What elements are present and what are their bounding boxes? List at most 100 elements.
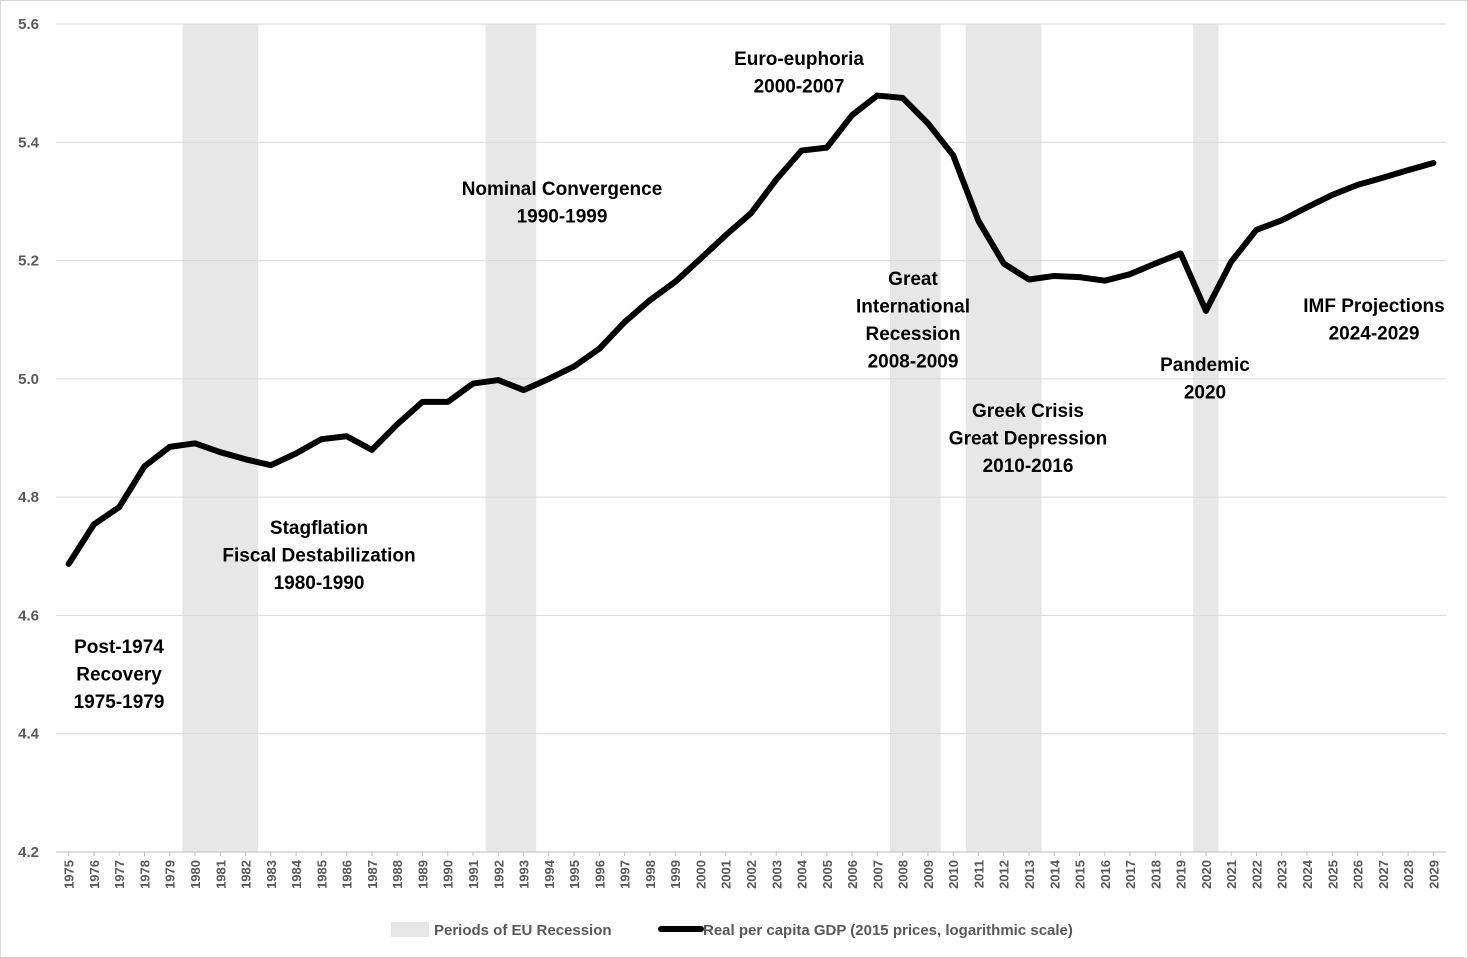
- data-point-2010: [951, 153, 955, 157]
- x-tick-label: 2010: [946, 860, 961, 889]
- annotation-line: Post-1974: [74, 637, 164, 658]
- data-point-2020: [1204, 309, 1208, 313]
- data-point-2012: [1002, 262, 1006, 266]
- annotation-line: International: [856, 297, 970, 318]
- data-point-2029: [1431, 161, 1435, 165]
- annotation-line: 1975-1979: [74, 692, 165, 713]
- x-tick-label: 1995: [567, 860, 582, 889]
- data-point-1979: [168, 445, 172, 449]
- data-point-2025: [1330, 193, 1334, 197]
- x-tick-label: 1975: [62, 860, 77, 889]
- data-point-2000: [698, 257, 702, 261]
- data-point-2001: [724, 233, 728, 237]
- annotations: Post-1974 Recovery 1975-1979 Stagflation Fis…: [74, 49, 1445, 713]
- data-point-2014: [1052, 274, 1056, 278]
- data-point-2002: [749, 211, 753, 215]
- data-point-1978: [142, 464, 146, 468]
- x-tick-label: 1992: [491, 860, 506, 889]
- data-point-2007: [875, 94, 879, 98]
- legend: Periods of EU Recession Real per capita …: [391, 922, 1073, 939]
- annotation-line: 1980-1990: [274, 573, 365, 594]
- gridlines: [56, 23, 1446, 853]
- annotation-line: Great Depression: [949, 429, 1107, 450]
- series-line-gdp: [65, 92, 1437, 567]
- annotation-nominal-convergence: Nominal Convergence 1990-1999: [462, 179, 663, 228]
- x-tick-label: 2014: [1047, 859, 1062, 889]
- x-tick-label: 1998: [643, 860, 658, 889]
- legend-label-recession: Periods of EU Recession: [434, 922, 612, 939]
- data-point-2015: [1078, 275, 1082, 279]
- data-point-1982: [244, 457, 248, 461]
- data-point-1995: [572, 364, 576, 368]
- annotation-pandemic: Pandemic 2020: [1160, 355, 1250, 404]
- data-point-1983: [269, 463, 273, 467]
- annotation-line: Euro-euphoria: [734, 49, 864, 70]
- data-point-1986: [345, 434, 349, 438]
- y-tick-label: 5.4: [18, 134, 40, 151]
- data-point-1998: [648, 298, 652, 302]
- recession-band-1980-1982: [182, 24, 259, 852]
- y-tick-label: 5.6: [18, 16, 39, 33]
- x-tick-label: 1986: [340, 860, 355, 889]
- annotation-line: Recession: [865, 324, 960, 345]
- data-point-2018: [1153, 262, 1157, 266]
- recession-band-2011-2013: [965, 24, 1042, 852]
- annotation-post-1974: Post-1974 Recovery 1975-1979: [74, 637, 165, 713]
- annotation-line: 2008-2009: [868, 352, 959, 373]
- x-tick-label: 1994: [542, 859, 557, 889]
- x-tick-label: 2012: [997, 860, 1012, 889]
- x-tick-label: 2006: [845, 860, 860, 889]
- x-tick-label: 1976: [87, 860, 102, 889]
- data-point-2011: [976, 219, 980, 223]
- data-point-2013: [1027, 277, 1031, 281]
- x-tick-label: 2026: [1351, 860, 1366, 889]
- annotation-line: Great: [888, 269, 938, 290]
- y-tick-label: 4.8: [18, 489, 39, 506]
- data-point-1997: [623, 320, 627, 324]
- data-point-1984: [294, 451, 298, 455]
- x-tick-label: 1984: [289, 859, 304, 889]
- x-tick-label: 2003: [769, 860, 784, 889]
- x-tick-label: 1977: [112, 860, 127, 889]
- x-tick-label: 1993: [517, 860, 532, 889]
- data-point-1994: [547, 377, 551, 381]
- x-tick-label: 2011: [971, 860, 986, 888]
- x-tick-label: 2002: [744, 860, 759, 889]
- annotation-stagflation: Stagflation Fiscal Destabilization 1980-19…: [222, 518, 415, 594]
- x-tick-label: 1987: [365, 860, 380, 889]
- y-tick-label: 4.6: [18, 607, 39, 624]
- data-point-1991: [471, 382, 475, 386]
- data-point-2026: [1356, 183, 1360, 187]
- data-point-1981: [218, 450, 222, 454]
- x-tick-label: 1997: [618, 860, 633, 889]
- data-point-2023: [1280, 218, 1284, 222]
- data-point-2004: [800, 149, 804, 153]
- x-tick-label: 2001: [719, 860, 734, 889]
- y-tick-label: 5.2: [18, 253, 39, 270]
- annotation-line: Fiscal Destabilization: [222, 546, 415, 567]
- annotation-line: 2000-2007: [754, 77, 845, 98]
- recession-bands: [182, 24, 1219, 852]
- annotation-line: IMF Projections: [1303, 296, 1444, 317]
- annotation-line: 2020: [1184, 383, 1226, 404]
- annotation-line: Pandemic: [1160, 355, 1250, 376]
- data-point-1996: [597, 347, 601, 351]
- legend-swatch-recession: [391, 922, 429, 937]
- x-tick-label: 2009: [921, 860, 936, 889]
- y-tick-label: 4.2: [18, 844, 39, 861]
- recession-band-2020-2020: [1193, 24, 1219, 852]
- x-tick-label: 2013: [1022, 860, 1037, 889]
- data-point-2005: [825, 146, 829, 150]
- data-point-2009: [926, 121, 930, 125]
- data-point-2024: [1305, 205, 1309, 209]
- recession-band-2008-2009: [890, 24, 941, 852]
- data-point-1992: [496, 378, 500, 382]
- annotation-line: Greek Crisis: [972, 401, 1084, 422]
- series-layer: [65, 92, 1437, 567]
- data-point-2022: [1254, 228, 1258, 232]
- data-point-2008: [901, 96, 905, 100]
- x-tick-label: 1990: [441, 860, 456, 889]
- x-tick-label: 2017: [1123, 860, 1138, 889]
- data-point-1988: [395, 422, 399, 426]
- annotation-line: 2010-2016: [983, 456, 1074, 477]
